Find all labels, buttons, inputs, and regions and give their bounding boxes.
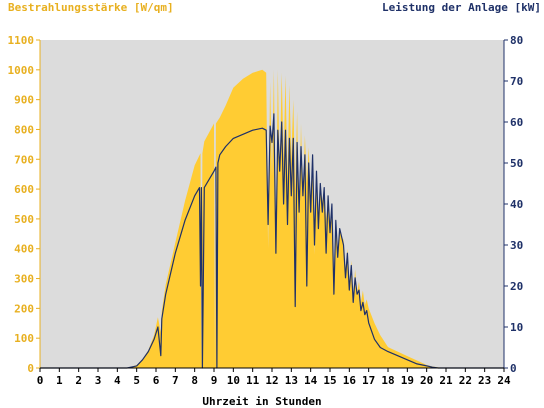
x-tick-label: 1 xyxy=(56,374,63,387)
x-tick-label: 2 xyxy=(75,374,82,387)
irradiance-area xyxy=(40,69,504,369)
x-tick-label: 22 xyxy=(459,374,472,387)
left-tick-label: 600 xyxy=(14,183,34,196)
right-tick-label: 50 xyxy=(510,157,523,170)
x-tick-label: 15 xyxy=(323,374,336,387)
right-tick-label: 60 xyxy=(510,116,523,129)
left-tick-label: 300 xyxy=(14,273,34,286)
x-tick-label: 6 xyxy=(153,374,160,387)
x-tick-label: 21 xyxy=(439,374,453,387)
right-tick-label: 10 xyxy=(510,321,523,334)
x-tick-label: 19 xyxy=(401,374,414,387)
x-axis-label: Uhrzeit in Stunden xyxy=(202,395,321,408)
x-tick-label: 18 xyxy=(381,374,394,387)
right-tick-label: 70 xyxy=(510,75,523,88)
left-axis-title: Bestrahlungsstärke [W/qm] xyxy=(8,1,174,14)
left-tick-label: 500 xyxy=(14,213,34,226)
x-tick-label: 16 xyxy=(343,374,357,387)
left-tick-label: 200 xyxy=(14,302,34,315)
x-tick-label: 8 xyxy=(191,374,198,387)
right-tick-label: 0 xyxy=(510,362,517,375)
left-tick-label: 400 xyxy=(14,243,34,256)
x-tick-label: 17 xyxy=(362,374,375,387)
x-tick-label: 0 xyxy=(37,374,44,387)
x-tick-label: 9 xyxy=(211,374,218,387)
x-tick-label: 3 xyxy=(95,374,102,387)
axes-layer: 0100200300400500600700800900100011000102… xyxy=(8,34,524,387)
x-tick-label: 5 xyxy=(133,374,140,387)
left-tick-label: 700 xyxy=(14,153,34,166)
right-tick-label: 40 xyxy=(510,198,523,211)
left-tick-label: 1000 xyxy=(8,64,35,77)
right-axis-title: Leistung der Anlage [kW] xyxy=(382,1,541,14)
right-tick-label: 80 xyxy=(510,34,523,47)
right-tick-label: 20 xyxy=(510,280,523,293)
x-tick-label: 12 xyxy=(265,374,278,387)
x-tick-label: 14 xyxy=(304,374,318,387)
left-tick-label: 0 xyxy=(27,362,34,375)
x-tick-label: 7 xyxy=(172,374,179,387)
left-tick-label: 900 xyxy=(14,94,34,107)
x-tick-label: 23 xyxy=(478,374,491,387)
x-tick-label: 13 xyxy=(285,374,298,387)
x-tick-label: 10 xyxy=(227,374,240,387)
x-tick-label: 11 xyxy=(246,374,260,387)
left-tick-label: 1100 xyxy=(8,34,35,47)
x-tick-label: 4 xyxy=(114,374,121,387)
x-tick-label: 24 xyxy=(497,374,511,387)
x-tick-label: 20 xyxy=(420,374,433,387)
left-tick-label: 800 xyxy=(14,123,34,136)
left-tick-label: 100 xyxy=(14,332,34,345)
series-layer xyxy=(40,69,504,369)
power-line xyxy=(40,113,504,369)
right-tick-label: 30 xyxy=(510,239,523,252)
